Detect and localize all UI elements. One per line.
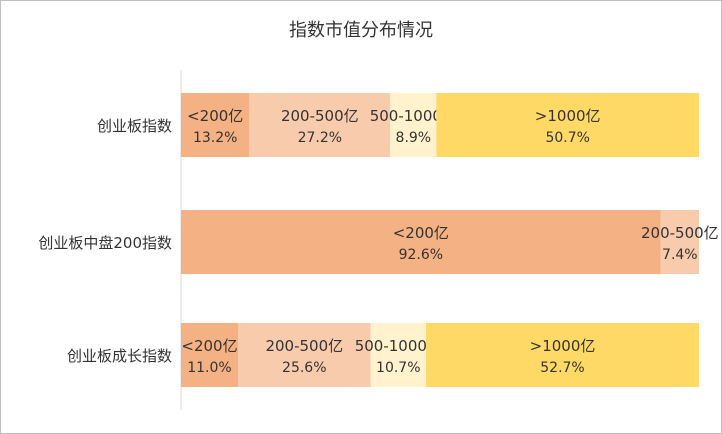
segment-value-label: 25.6% — [282, 360, 326, 376]
segment-series-label: <200亿 — [187, 107, 243, 125]
chart-title: 指数市值分布情况 — [289, 20, 433, 41]
segment-series-label: 500-1000亿 — [355, 337, 442, 355]
segment-series-label: <200亿 — [181, 337, 237, 355]
segment-series-label: >1000亿 — [535, 107, 601, 125]
bar-segment — [390, 93, 437, 157]
bar-segment — [181, 323, 238, 387]
segment-value-label: 50.7% — [545, 130, 589, 146]
bar-segment — [426, 323, 699, 387]
category-label: 创业板指数 — [97, 117, 172, 135]
segment-value-label: 11.0% — [187, 360, 231, 376]
segment-series-label: <200亿 — [393, 224, 449, 242]
segment-series-label: >1000亿 — [530, 337, 596, 355]
segment-value-label: 27.2% — [298, 130, 342, 146]
segment-value-label: 7.4% — [662, 247, 698, 263]
bar-segment — [181, 210, 661, 274]
category-label: 创业板中盘200指数 — [38, 234, 172, 252]
bar-segment — [249, 93, 391, 157]
bar-segment — [370, 323, 427, 387]
segment-series-label: 200-500亿 — [281, 107, 359, 125]
bar-segment — [436, 93, 699, 157]
segment-value-label: 8.9% — [396, 130, 432, 146]
bar-segment — [237, 323, 371, 387]
category-label: 创业板成长指数 — [67, 347, 172, 365]
segment-series-label: 200-500亿 — [265, 337, 343, 355]
segment-value-label: 52.7% — [540, 360, 584, 376]
segment-value-label: 13.2% — [193, 130, 237, 146]
bar-segment — [660, 210, 699, 274]
segment-series-label: 500-1000亿 — [370, 107, 457, 125]
bar-segment — [181, 93, 250, 157]
segment-value-label: 92.6% — [399, 247, 443, 263]
segment-value-label: 10.7% — [376, 360, 420, 376]
segment-series-label: 200-500亿 — [641, 224, 719, 242]
